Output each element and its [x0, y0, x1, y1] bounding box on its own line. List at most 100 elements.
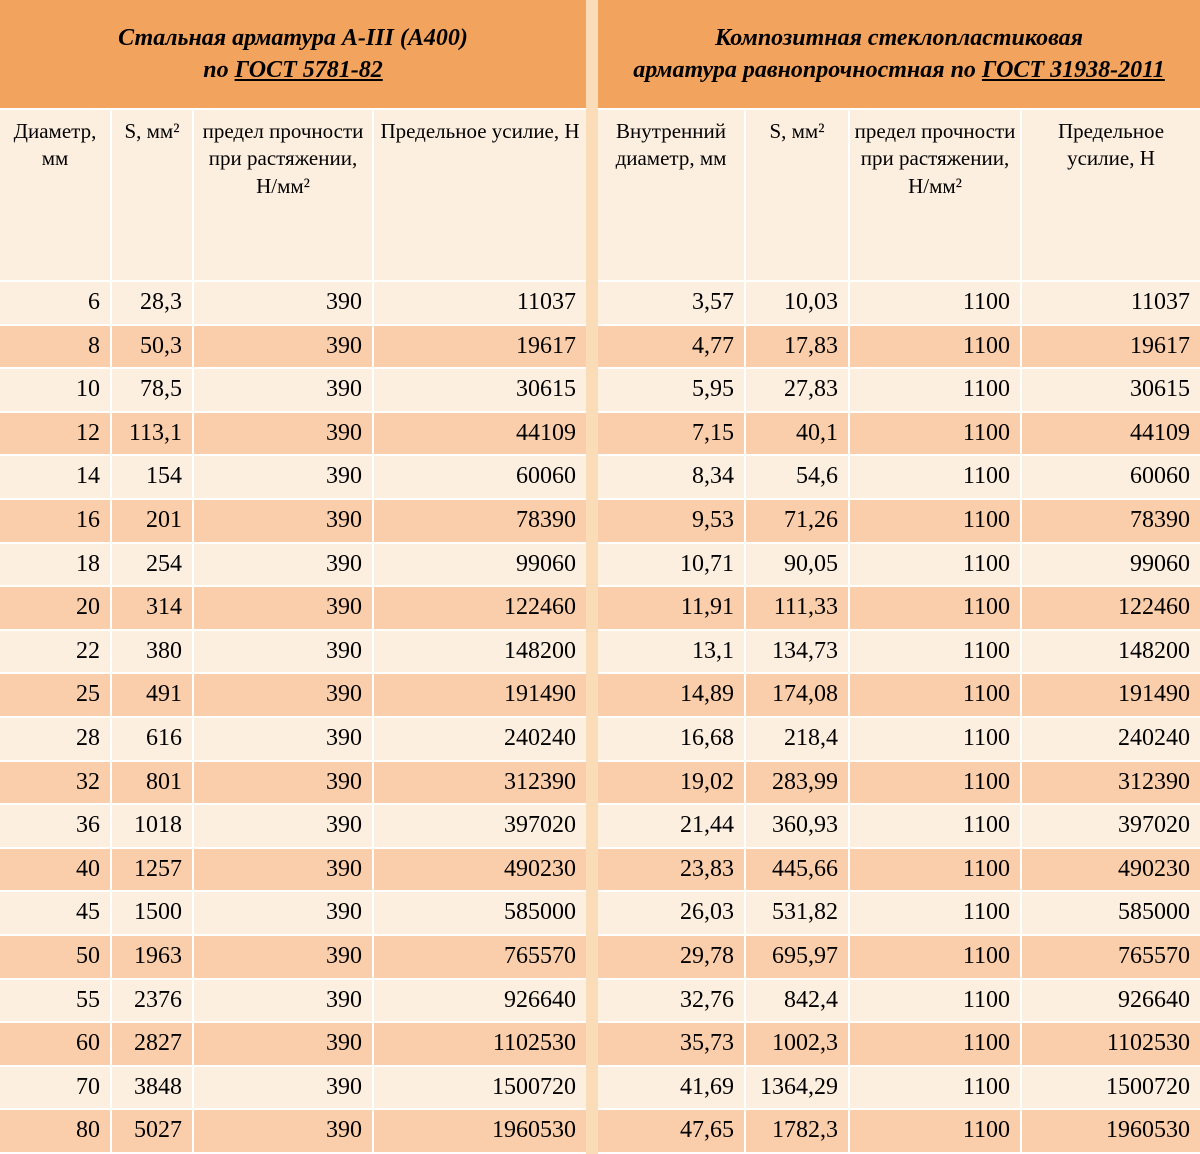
- table-cell: 1100: [850, 456, 1022, 498]
- table-cell: 1100: [850, 980, 1022, 1022]
- table-cell: 29,78: [598, 936, 746, 978]
- table-cell: 390: [194, 1110, 374, 1152]
- table-cell: 1257: [112, 849, 194, 891]
- table-cell: 1100: [850, 718, 1022, 760]
- table-cell: 390: [194, 674, 374, 716]
- table-row: 28616390240240: [0, 718, 586, 762]
- table-cell: 16,68: [598, 718, 746, 760]
- table-row: 10,7190,05110099060: [598, 544, 1200, 588]
- table-cell: 17,83: [746, 326, 850, 368]
- table-cell: 14: [0, 456, 112, 498]
- table-cell: 1100: [850, 892, 1022, 934]
- table-cell: 390: [194, 1023, 374, 1065]
- table-cell: 1100: [850, 544, 1022, 586]
- column-separator: [586, 0, 598, 1154]
- comparison-table: Стальная арматура А-III (А400) по ГОСТ 5…: [0, 0, 1200, 1154]
- table-row: 35,731002,311001102530: [598, 1023, 1200, 1067]
- table-cell: 1960530: [1022, 1110, 1200, 1152]
- table-cell: 148200: [374, 631, 586, 673]
- table-cell: 926640: [1022, 980, 1200, 1022]
- table-cell: 390: [194, 1067, 374, 1109]
- title-prefix: по: [203, 57, 234, 83]
- table-cell: 191490: [374, 674, 586, 716]
- table-cell: 491: [112, 674, 194, 716]
- table-row: 25491390191490: [0, 674, 586, 718]
- table-cell: 1500720: [1022, 1067, 1200, 1109]
- table-cell: 240240: [1022, 718, 1200, 760]
- table-cell: 3848: [112, 1067, 194, 1109]
- table-row: 8050273901960530: [0, 1110, 586, 1154]
- table-cell: 1500: [112, 892, 194, 934]
- table-cell: 40: [0, 849, 112, 891]
- column-header: S, мм²: [112, 110, 194, 280]
- table-cell: 240240: [374, 718, 586, 760]
- table-row: 451500390585000: [0, 892, 586, 936]
- table-cell: 390: [194, 980, 374, 1022]
- column-header: Внутренний диаметр, мм: [598, 110, 746, 280]
- table-cell: 32,76: [598, 980, 746, 1022]
- table-cell: 5,95: [598, 369, 746, 411]
- table-cell: 390: [194, 413, 374, 455]
- table-cell: 254: [112, 544, 194, 586]
- table-row: 1825439099060: [0, 544, 586, 588]
- table-cell: 1100: [850, 849, 1022, 891]
- table-cell: 55: [0, 980, 112, 1022]
- table-cell: 28,3: [112, 282, 194, 324]
- table-row: 3,5710,03110011037: [598, 282, 1200, 326]
- table-cell: 54,6: [746, 456, 850, 498]
- table-cell: 4,77: [598, 326, 746, 368]
- table-cell: 78,5: [112, 369, 194, 411]
- table-cell: 60: [0, 1023, 112, 1065]
- table-cell: 1018: [112, 805, 194, 847]
- table-cell: 2827: [112, 1023, 194, 1065]
- table-cell: 801: [112, 762, 194, 804]
- table-cell: 314: [112, 587, 194, 629]
- table-cell: 16: [0, 500, 112, 542]
- table-row: 20314390122460: [0, 587, 586, 631]
- table-cell: 122460: [1022, 587, 1200, 629]
- table-cell: 10,03: [746, 282, 850, 324]
- table-row: 26,03531,821100585000: [598, 892, 1200, 936]
- table-cell: 44109: [374, 413, 586, 455]
- table-cell: 1960530: [374, 1110, 586, 1152]
- table-cell: 312390: [1022, 762, 1200, 804]
- table-cell: 174,08: [746, 674, 850, 716]
- table-cell: 154: [112, 456, 194, 498]
- table-cell: 390: [194, 762, 374, 804]
- table-row: 7,1540,1110044109: [598, 413, 1200, 457]
- table-cell: 60060: [374, 456, 586, 498]
- table-cell: 50,3: [112, 326, 194, 368]
- table-row: 32801390312390: [0, 762, 586, 806]
- table-cell: 1102530: [1022, 1023, 1200, 1065]
- table-row: 501963390765570: [0, 936, 586, 980]
- table-cell: 1100: [850, 762, 1022, 804]
- table-cell: 80: [0, 1110, 112, 1152]
- table-cell: 218,4: [746, 718, 850, 760]
- table-row: 16,68218,41100240240: [598, 718, 1200, 762]
- table-cell: 390: [194, 326, 374, 368]
- table-cell: 1100: [850, 1067, 1022, 1109]
- table-cell: 45: [0, 892, 112, 934]
- table-cell: 12: [0, 413, 112, 455]
- table-cell: 35,73: [598, 1023, 746, 1065]
- gost-link-composite: ГОСТ 31938-2011: [982, 57, 1165, 83]
- table-cell: 113,1: [112, 413, 194, 455]
- table-cell: 490230: [374, 849, 586, 891]
- table-row: 628,339011037: [0, 282, 586, 326]
- table-cell: 90,05: [746, 544, 850, 586]
- column-header: предел прочности при растяжении, Н/мм²: [194, 110, 374, 280]
- table-cell: 1100: [850, 1110, 1022, 1152]
- table-row: 21,44360,931100397020: [598, 805, 1200, 849]
- table-cell: 21,44: [598, 805, 746, 847]
- table-cell: 6: [0, 282, 112, 324]
- title-prefix: арматура равнопрочностная по: [633, 57, 982, 83]
- table-cell: 111,33: [746, 587, 850, 629]
- table-cell: 1100: [850, 631, 1022, 673]
- table-row: 22380390148200: [0, 631, 586, 675]
- table-cell: 1500720: [374, 1067, 586, 1109]
- table-cell: 1100: [850, 369, 1022, 411]
- table-cell: 380: [112, 631, 194, 673]
- table-row: 12113,139044109: [0, 413, 586, 457]
- table-cell: 1002,3: [746, 1023, 850, 1065]
- table-cell: 10,71: [598, 544, 746, 586]
